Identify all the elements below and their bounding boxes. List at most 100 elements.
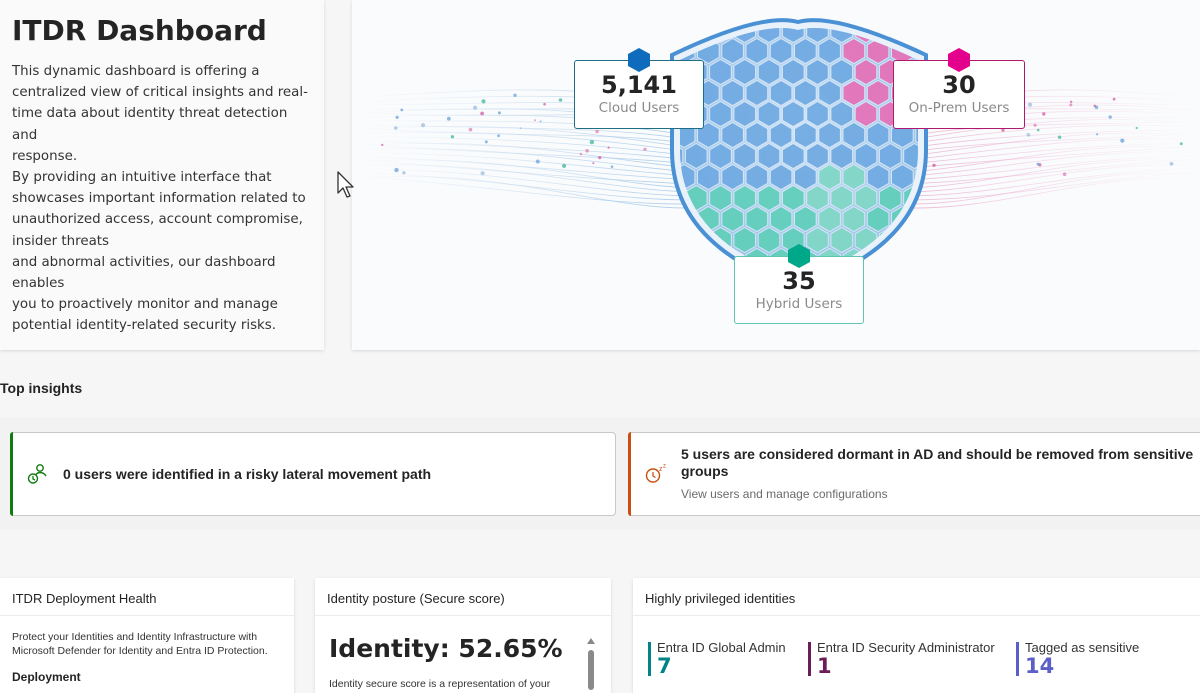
priv-label: Entra ID Global Admin [657,640,786,655]
flow-particle [543,102,546,106]
priv-tagged-sensitive[interactable]: Tagged as sensitive 14 [1016,640,1139,678]
flow-particle [607,146,610,149]
privileged-identities-header: Highly privileged identities [633,578,1200,616]
hex-cell [781,100,805,128]
flow-line [352,123,693,141]
identity-score-caption: Identity secure score is a representatio… [329,678,551,690]
svg-text:z: z [659,466,663,473]
flow-particle [643,147,647,151]
flow-particle [402,171,406,175]
identity-overview-visual: 5,141 Cloud Users 30 On-Prem Users 35 Hy… [352,0,1200,350]
cloud-hex-icon [628,48,650,72]
hex-cell [866,163,890,191]
flow-line [907,164,1200,193]
hex-cell [733,184,757,212]
hex-cell [781,58,805,86]
intro-description: This dynamic dashboard is offering a cen… [12,64,308,334]
flow-line [907,120,1200,137]
hex-cell [806,226,829,254]
hex-cell [745,79,769,107]
flow-line [352,125,693,149]
hex-cell [903,142,918,170]
hex-cell [842,79,866,107]
priv-global-admin[interactable]: Entra ID Global Admin 7 [648,640,786,678]
insight-card-dormant-users[interactable]: z z 5 users are considered dormant in AD… [628,432,1200,516]
hex-cell [733,58,757,86]
hex-cell [721,37,744,65]
hex-cell [866,79,890,107]
flow-particle [484,140,488,144]
hex-cell [842,163,866,191]
flow-particle [1036,128,1040,132]
flow-particle [450,135,455,139]
hex-cell [709,184,732,212]
hex-cell [794,163,817,191]
flow-particle [598,156,602,160]
hex-cell [794,37,817,65]
flow-particle [381,143,384,146]
priv-accent-bar [808,642,811,676]
flow-particle [480,171,485,176]
hex-cell [769,37,793,65]
hex-cell [781,28,805,44]
mouse-pointer-icon [337,171,354,198]
privileged-identities-card: Highly privileged identities Entra ID Gl… [633,578,1200,693]
insight-subtitle-link[interactable]: View users and manage configurations [681,487,888,501]
hex-cell [867,291,889,316]
flow-line [907,124,1200,145]
flow-line [352,158,693,185]
flow-particle [394,167,399,173]
hex-cell [830,100,854,128]
flow-particle [1096,133,1099,136]
deployment-health-header: ITDR Deployment Health [0,578,294,616]
flow-line [907,168,1200,197]
flow-particle [481,99,486,104]
scroll-thumb[interactable] [588,650,594,690]
hex-cell [830,142,854,170]
hex-cell [806,142,829,170]
flow-particle [1094,105,1099,110]
flow-particle [468,127,473,132]
scroll-up-arrow-icon[interactable] [587,638,595,644]
hex-cell [878,268,902,280]
priv-security-administrator[interactable]: Entra ID Security Administrator 1 [808,640,995,678]
identity-score: Identity: 52.65% [329,634,563,663]
card-scrollbar[interactable] [587,638,595,693]
hybrid-users-label: Hybrid Users [755,296,843,312]
hex-cell [709,142,732,170]
onprem-users-count: 30 [942,71,976,99]
flow-particle [1057,135,1062,139]
onprem-users-stat[interactable]: 30 On-Prem Users [893,48,1025,129]
flow-line [352,142,693,169]
flow-line [352,155,693,181]
hex-cell [818,79,841,107]
flow-line [907,132,1200,157]
flow-particle [1027,102,1033,107]
hybrid-users-stat[interactable]: 35 Hybrid Users [734,244,864,324]
flow-particle [1042,112,1046,116]
hex-cell [733,100,757,128]
flow-line [352,159,693,189]
flow-particle [395,115,399,119]
hex-cell [721,163,744,191]
flow-particle [394,126,398,130]
cloud-users-stat[interactable]: 5,141 Cloud Users [574,48,704,129]
hex-cell [673,291,695,316]
hex-cell [733,142,757,170]
flow-line [352,164,693,193]
onprem-users-label: On-Prem Users [908,100,1010,116]
insight-card-lateral-movement[interactable]: 0 users were identified in a risky later… [10,432,616,516]
hex-cell [891,163,914,191]
hex-cell [781,184,805,212]
deployment-subheading: Deployment [12,670,81,684]
insight-title: 5 users are considered dormant in AD and… [681,446,1194,479]
flow-particle [610,165,614,168]
flow-line [907,177,1200,209]
flow-particle [480,111,484,116]
hex-cell [842,205,866,233]
hex-cell [903,226,918,254]
priv-accent-bar [1016,642,1019,676]
flow-particle [1135,126,1138,130]
hex-cell [818,163,841,191]
flow-particle [497,134,500,138]
